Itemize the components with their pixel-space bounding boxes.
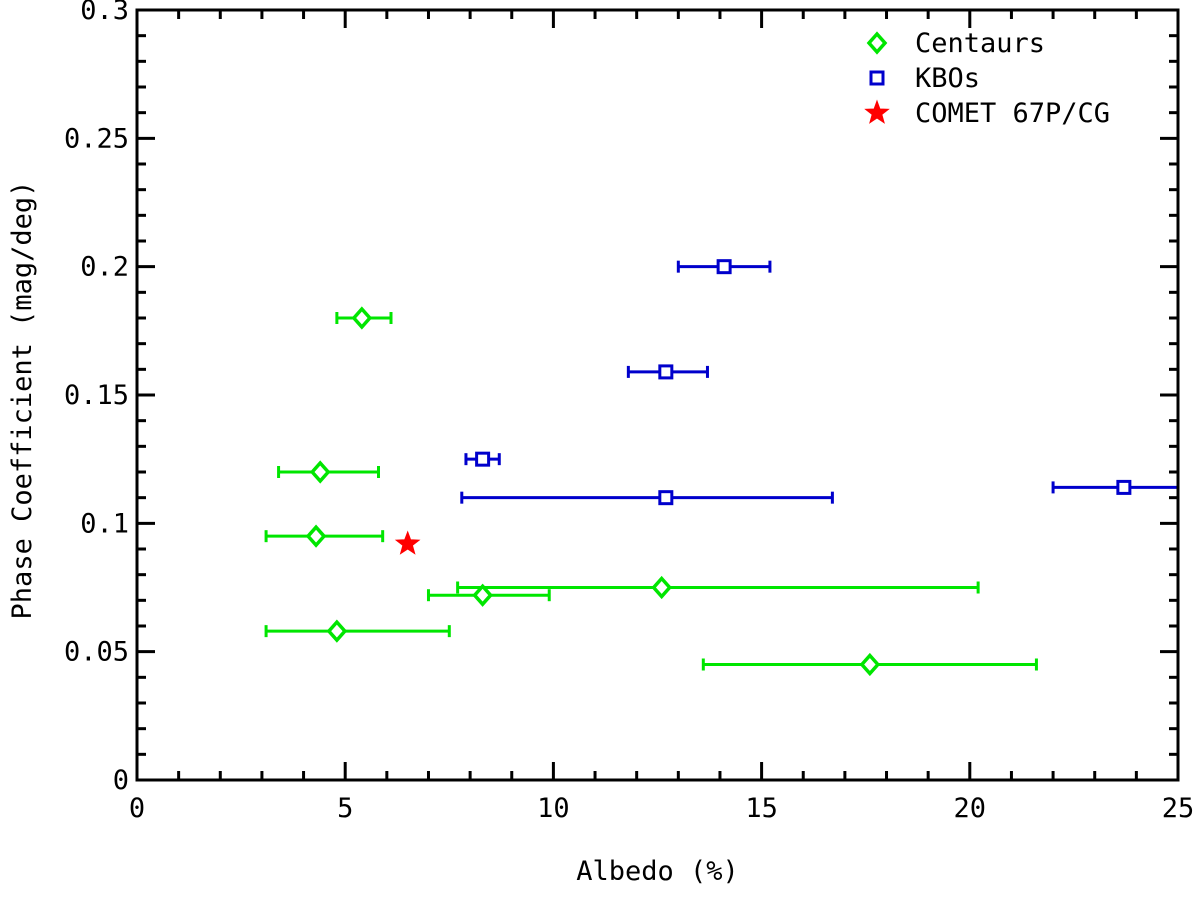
y-tick-label: 0.3 — [80, 0, 129, 26]
y-tick-label: 0.15 — [64, 380, 129, 411]
legend: Centaurs KBOs COMET 67P/CG — [864, 28, 1110, 129]
x-tick-label: 5 — [337, 793, 353, 824]
y-tick-label: 0.25 — [64, 123, 129, 154]
x-tick-label: 20 — [954, 793, 987, 824]
kbos-point — [475, 451, 491, 467]
centaurs-point — [351, 306, 373, 330]
centaurs-point — [859, 652, 881, 677]
centaurs-point — [651, 575, 673, 600]
x-tick-label: 0 — [129, 793, 145, 824]
y-axis-label: Phase Coefficient (mag/deg) — [7, 181, 38, 620]
centaurs-point — [305, 524, 327, 548]
kbos-point — [658, 364, 674, 380]
legend-centaurs-label: Centaurs — [915, 28, 1045, 59]
x-tick-label: 15 — [745, 793, 778, 824]
tick-labels: 0 5 10 15 20 25 0 0.05 0.1 0.15 0.2 0.25 0.3 — [64, 0, 1194, 824]
legend-kbos-marker — [869, 70, 885, 86]
x-tick-label: 25 — [1162, 793, 1195, 824]
legend-comet-67p-cg-marker — [864, 99, 890, 124]
centaurs-point — [326, 619, 348, 643]
y-tick-label: 0.2 — [80, 252, 129, 283]
legend-comet-67p-cg-label: COMET 67P/CG — [915, 98, 1110, 129]
y-tick-label: 0.1 — [80, 508, 129, 539]
legend-centaurs-marker — [866, 31, 888, 55]
centaurs-point — [472, 583, 493, 607]
y-tick-label: 0 — [113, 765, 129, 796]
data-points — [305, 259, 1132, 677]
centaurs-point — [309, 460, 331, 484]
x-tick-label: 10 — [537, 793, 570, 824]
kbos-point — [1116, 479, 1132, 495]
kbos-point — [658, 490, 674, 506]
y-tick-label: 0.05 — [64, 637, 129, 668]
error-bars — [264, 260, 1180, 671]
comet-67p-cg-point — [394, 530, 421, 555]
plot-frame — [135, 8, 1180, 782]
legend-kbos-label: KBOs — [915, 63, 980, 94]
x-axis-label: Albedo (%) — [576, 856, 739, 887]
kbos-point — [716, 259, 732, 275]
